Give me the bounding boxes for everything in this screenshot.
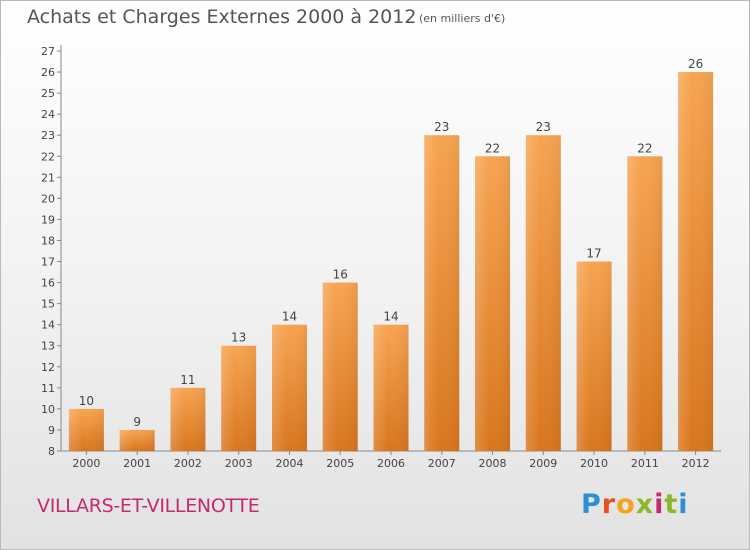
bar-highlight (170, 387, 206, 451)
y-tick-label: 18 (41, 234, 55, 247)
x-tick-label: 2001 (123, 457, 151, 470)
bar-highlight (475, 156, 511, 451)
y-tick-label: 26 (41, 66, 55, 79)
data-label: 10 (79, 394, 94, 408)
data-label: 23 (536, 120, 551, 134)
x-tick-label: 2003 (225, 457, 253, 470)
data-label: 22 (485, 141, 500, 155)
bar-highlight (271, 324, 307, 451)
y-tick-label: 14 (41, 319, 55, 332)
y-tick-label: 23 (41, 129, 55, 142)
data-label: 13 (231, 331, 246, 345)
bar-highlight (68, 408, 104, 451)
y-tick-label: 13 (41, 340, 55, 353)
y-tick-label: 11 (41, 382, 55, 395)
bar-highlight (119, 429, 155, 451)
bar-highlight (525, 135, 561, 452)
bar-highlight (322, 282, 358, 451)
bar-highlight (576, 261, 612, 451)
y-tick-label: 8 (48, 445, 55, 458)
x-tick-label: 2011 (631, 457, 659, 470)
y-tick-label: 15 (41, 298, 55, 311)
bar-highlight (627, 156, 663, 451)
x-tick-label: 2004 (275, 457, 303, 470)
bar-highlight (373, 324, 409, 451)
y-tick-label: 16 (41, 277, 55, 290)
data-label: 16 (333, 268, 348, 282)
bar-highlight (221, 345, 257, 451)
y-tick-label: 19 (41, 213, 55, 226)
y-tick-label: 20 (41, 192, 55, 205)
data-label: 14 (383, 310, 398, 324)
chart-title: Achats et Charges Externes 2000 à 2012 (27, 6, 417, 28)
y-tick-label: 10 (41, 403, 55, 416)
y-tick-label: 24 (41, 108, 55, 121)
data-label: 26 (688, 57, 703, 71)
x-tick-label: 2012 (682, 457, 710, 470)
y-tick-label: 27 (41, 45, 55, 58)
x-tick-label: 2007 (428, 457, 456, 470)
x-tick-label: 2008 (479, 457, 507, 470)
x-tick-label: 2006 (377, 457, 405, 470)
bar-highlight (424, 135, 460, 452)
y-tick-label: 22 (41, 150, 55, 163)
y-tick-label: 21 (41, 171, 55, 184)
x-tick-label: 2002 (174, 457, 202, 470)
x-tick-label: 2005 (326, 457, 354, 470)
labels-layer: 2000 10 2001 9 2002 11 2003 13 2004 14 2005 16 2006 1… (72, 57, 709, 470)
y-tick-label: 9 (48, 424, 55, 437)
data-label: 14 (282, 310, 297, 324)
x-tick-label: 2009 (529, 457, 557, 470)
x-tick-label: 2010 (580, 457, 608, 470)
data-label: 9 (133, 415, 141, 429)
bar-highlight (678, 72, 714, 451)
y-tick-label: 25 (41, 87, 55, 100)
data-label: 23 (434, 120, 449, 134)
bars-layer (68, 72, 714, 452)
x-tick-label: 2000 (72, 457, 100, 470)
data-label: 11 (180, 373, 195, 387)
chart-subtitle: (en milliers d'€) (419, 12, 506, 25)
proxiti-logo: Proxiti (581, 489, 689, 520)
commune-name: VILLARS-ET-VILLENOTTE (37, 495, 260, 517)
y-tick-label: 12 (41, 361, 55, 374)
y-tick-label: 17 (41, 256, 55, 269)
data-label: 17 (586, 247, 601, 261)
data-label: 22 (637, 141, 652, 155)
